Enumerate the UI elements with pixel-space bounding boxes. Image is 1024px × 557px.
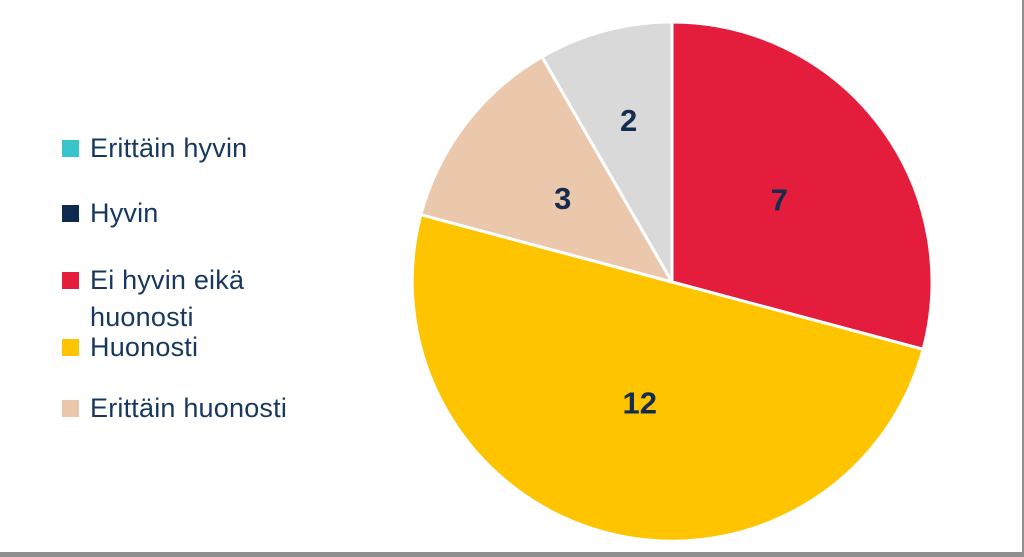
pie-slice-0 — [670, 20, 934, 351]
pie-slice-value-label-1: 12 — [622, 385, 656, 420]
legend-item-erittain-huonosti: Erittäin huonosti — [62, 390, 314, 427]
legend-swatch-hyvin — [62, 205, 79, 222]
legend-label: Hyvin — [90, 198, 159, 228]
legend-item-hyvin: Hyvin — [62, 195, 314, 232]
window-bottom-edge — [0, 552, 1024, 557]
legend-label: Huonosti — [90, 332, 199, 362]
legend-swatch-huonosti — [62, 339, 79, 356]
legend-item-erittain-hyvin: Erittäin hyvin — [62, 130, 314, 167]
window-right-edge — [1022, 0, 1024, 557]
legend-item-huonosti: Huonosti — [62, 329, 314, 366]
legend-label: Erittäin huonosti — [90, 393, 288, 423]
legend-item-ei-hyvin-eika-huonosti: Ei hyvin eikä huonosti — [62, 262, 314, 336]
legend-swatch-erittain-huonosti — [62, 400, 79, 417]
pie-slice-value-label-2: 3 — [554, 181, 571, 216]
pie-slice-2 — [419, 55, 674, 284]
pie-slice-3 — [540, 20, 674, 284]
legend-label: Ei hyvin eikä huonosti — [90, 265, 245, 332]
legend-swatch-ei-hyvin-eika-huonosti — [62, 272, 79, 289]
pie-slice-1 — [410, 213, 925, 543]
legend-label: Erittäin hyvin — [90, 133, 248, 163]
pie-slice-value-label-0: 7 — [771, 183, 788, 218]
pie-chart: 7 12 3 2 — [410, 20, 934, 543]
legend-swatch-erittain-hyvin — [62, 140, 79, 157]
pie-slice-value-label-3: 2 — [620, 103, 637, 138]
